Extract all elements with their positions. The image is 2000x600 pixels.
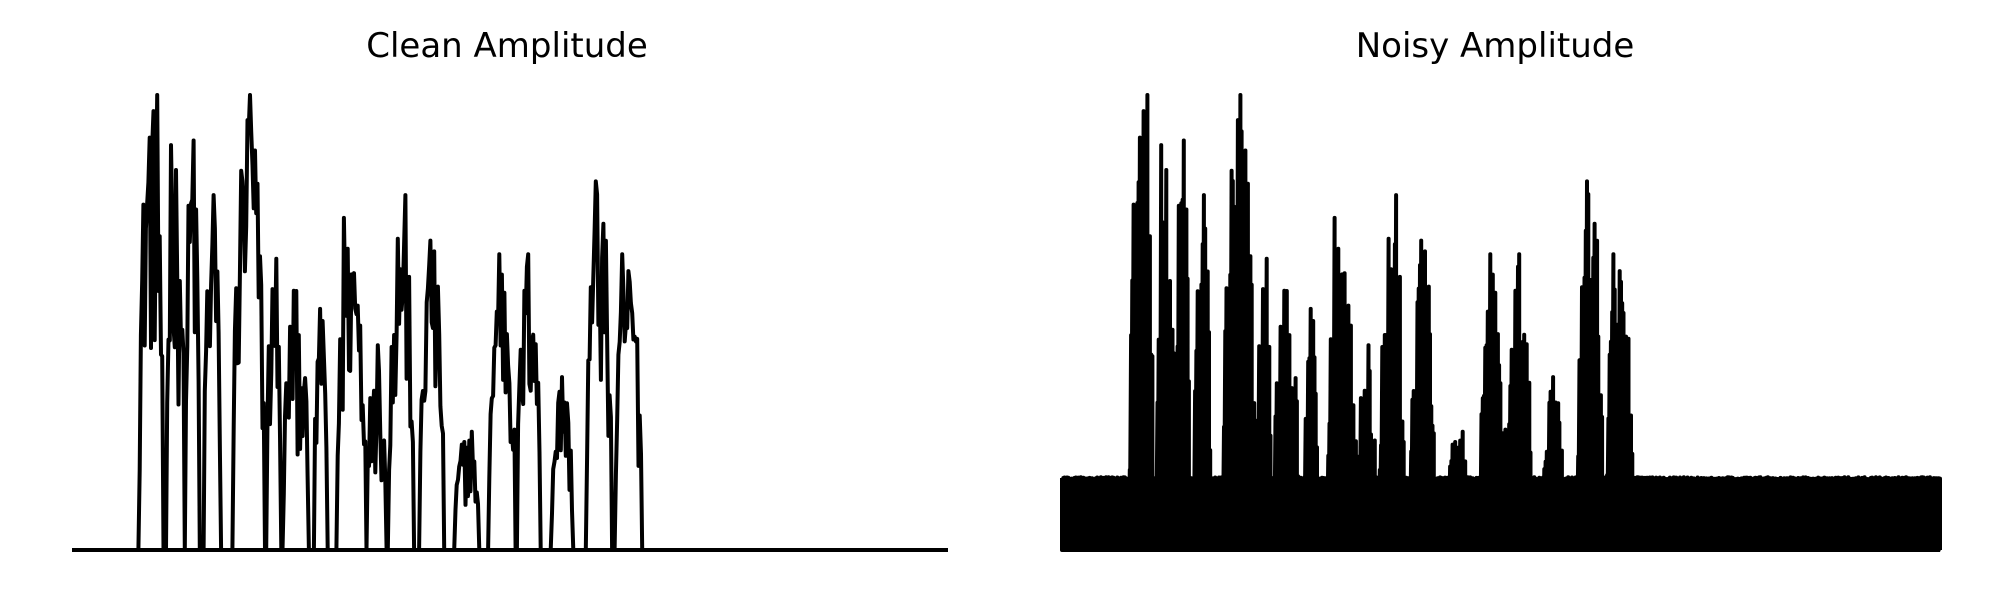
noise-floor-band xyxy=(1062,477,1940,550)
amplitude-series-line xyxy=(71,93,949,552)
clean-amplitude-title: Clean Amplitude xyxy=(366,26,648,66)
noisy-amplitude-title: Noisy Amplitude xyxy=(1355,26,1635,66)
